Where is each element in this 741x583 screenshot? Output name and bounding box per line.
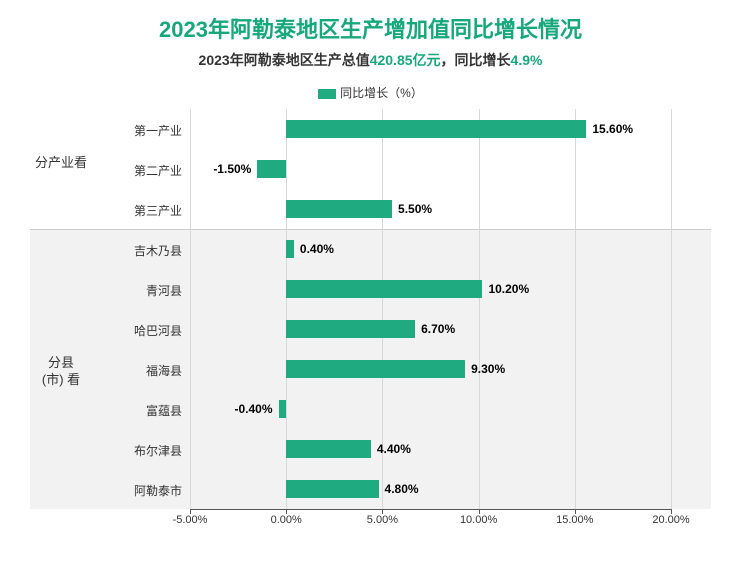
x-tick-label: 20.00% <box>652 514 689 526</box>
bar <box>286 240 294 258</box>
chart-subtitle: 2023年阿勒泰地区生产总值420.85亿元，同比增长4.9% <box>0 50 741 70</box>
legend-swatch <box>318 89 336 99</box>
bar-row: 4.80% <box>190 478 671 500</box>
legend: 同比增长（%） <box>0 84 741 101</box>
subtitle-value: 420.85亿元 <box>370 52 441 68</box>
bar <box>286 440 371 458</box>
bar <box>279 400 287 418</box>
y-category-label: 吉木乃县 <box>90 242 182 259</box>
bar-value-label: 6.70% <box>421 320 455 338</box>
subtitle-growth: 4.9% <box>511 52 543 68</box>
x-axis: -5.00%0.00%5.00%10.00%15.00%20.00% <box>190 509 671 539</box>
y-category-label: 第一产业 <box>90 122 182 139</box>
x-tick-label: 10.00% <box>460 514 497 526</box>
bar-row: 10.20% <box>190 278 671 300</box>
y-category-label: 第二产业 <box>90 162 182 179</box>
bar-value-label: 9.30% <box>471 360 505 378</box>
x-tick-label: 0.00% <box>271 514 302 526</box>
bar-value-label: 4.40% <box>377 440 411 458</box>
y-category-label: 布尔津县 <box>90 442 182 459</box>
y-category-label: 阿勒泰市 <box>90 482 182 499</box>
bar-value-label: -1.50% <box>213 160 251 178</box>
bar-value-label: 4.80% <box>385 480 419 498</box>
bar-row: 15.60% <box>190 118 671 140</box>
legend-label: 同比增长（%） <box>340 86 423 100</box>
bar-row: 9.30% <box>190 358 671 380</box>
bar-row: 5.50% <box>190 198 671 220</box>
bar-row: -1.50% <box>190 158 671 180</box>
bar-row: 0.40% <box>190 238 671 260</box>
bar-value-label: -0.40% <box>234 400 272 418</box>
y-category-label: 福海县 <box>90 362 182 379</box>
x-tick-label: 15.00% <box>556 514 593 526</box>
subtitle-mid: ，同比增长 <box>441 52 511 68</box>
bar <box>257 160 286 178</box>
grid-line <box>671 109 672 509</box>
y-category-label: 第三产业 <box>90 202 182 219</box>
x-tick-label: 5.00% <box>367 514 398 526</box>
subtitle-prefix: 2023年阿勒泰地区生产总值 <box>199 52 370 68</box>
bar-value-label: 15.60% <box>592 120 633 138</box>
y-category-label: 富蕴县 <box>90 402 182 419</box>
y-category-label: 哈巴河县 <box>90 322 182 339</box>
bar <box>286 280 482 298</box>
bar-row: 4.40% <box>190 438 671 460</box>
y-category-label: 青河县 <box>90 282 182 299</box>
bar-value-label: 0.40% <box>300 240 334 258</box>
group-label: 分县(市) 看 <box>30 355 92 389</box>
bar <box>286 320 415 338</box>
chart-title: 2023年阿勒泰地区生产增加值同比增长情况 <box>0 0 741 44</box>
bar-row: -0.40% <box>190 398 671 420</box>
group-label: 分产业看 <box>30 155 92 172</box>
bar <box>286 120 586 138</box>
bar <box>286 200 392 218</box>
bar <box>286 480 378 498</box>
bar-value-label: 10.20% <box>488 280 529 298</box>
x-tick-label: -5.00% <box>173 514 208 526</box>
bar <box>286 360 465 378</box>
chart-area: 15.60% -1.50% 5.50% 0.40% 10.20% 6.70% 9.30% -0… <box>30 109 711 539</box>
bar-value-label: 5.50% <box>398 200 432 218</box>
bar-row: 6.70% <box>190 318 671 340</box>
bars-layer: 15.60% -1.50% 5.50% 0.40% 10.20% 6.70% 9.30% -0… <box>190 109 671 509</box>
